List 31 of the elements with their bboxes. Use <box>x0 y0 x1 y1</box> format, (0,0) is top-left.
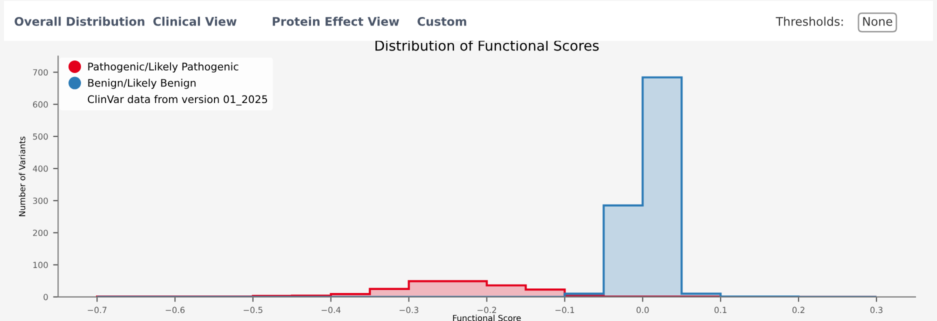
x-tick-label: 0.3 <box>870 306 882 314</box>
x-tick-label: −0.3 <box>400 306 418 314</box>
x-tick-label: −0.2 <box>478 306 496 314</box>
x-axis-title: Functional Score <box>453 314 521 321</box>
x-tick-label: 0.1 <box>714 306 726 314</box>
y-tick-label: 0 <box>44 294 48 300</box>
annotation: ClinVar data from version 01_2025 <box>88 95 268 106</box>
x-tick-label: −0.6 <box>166 306 185 314</box>
y-tick-label: 700 <box>33 69 48 76</box>
x-tick-label: −0.7 <box>88 306 106 314</box>
text: Thresholds: <box>776 16 843 26</box>
legend-label: Benign/Likely Benign <box>88 78 196 89</box>
x-tick-label: 0.2 <box>792 306 804 314</box>
y-tick-label: 300 <box>33 198 48 204</box>
y-tick-label: 600 <box>33 101 48 108</box>
x-tick-label: −0.4 <box>322 306 341 314</box>
x-tick-label: −0.1 <box>555 306 574 314</box>
text: Overall Distribution <box>14 16 144 26</box>
y-tick-label: 500 <box>33 133 48 140</box>
text: Clinical View <box>153 16 237 26</box>
y-tick-label: 100 <box>33 262 48 268</box>
y-tick-label: 400 <box>32 166 48 172</box>
text: Protein Effect View <box>272 16 400 26</box>
legend-label: Pathogenic/Likely Pathogenic <box>88 62 238 73</box>
x-tick-label: 0.0 <box>636 306 649 314</box>
text: Custom <box>418 16 466 26</box>
y-axis-title: Number of Variants <box>18 136 26 216</box>
y-tick-label: 200 <box>33 230 48 236</box>
x-tick-label: −0.5 <box>244 306 262 314</box>
chart-title: Distribution of Functional Scores <box>376 40 599 51</box>
text: None <box>863 17 892 26</box>
